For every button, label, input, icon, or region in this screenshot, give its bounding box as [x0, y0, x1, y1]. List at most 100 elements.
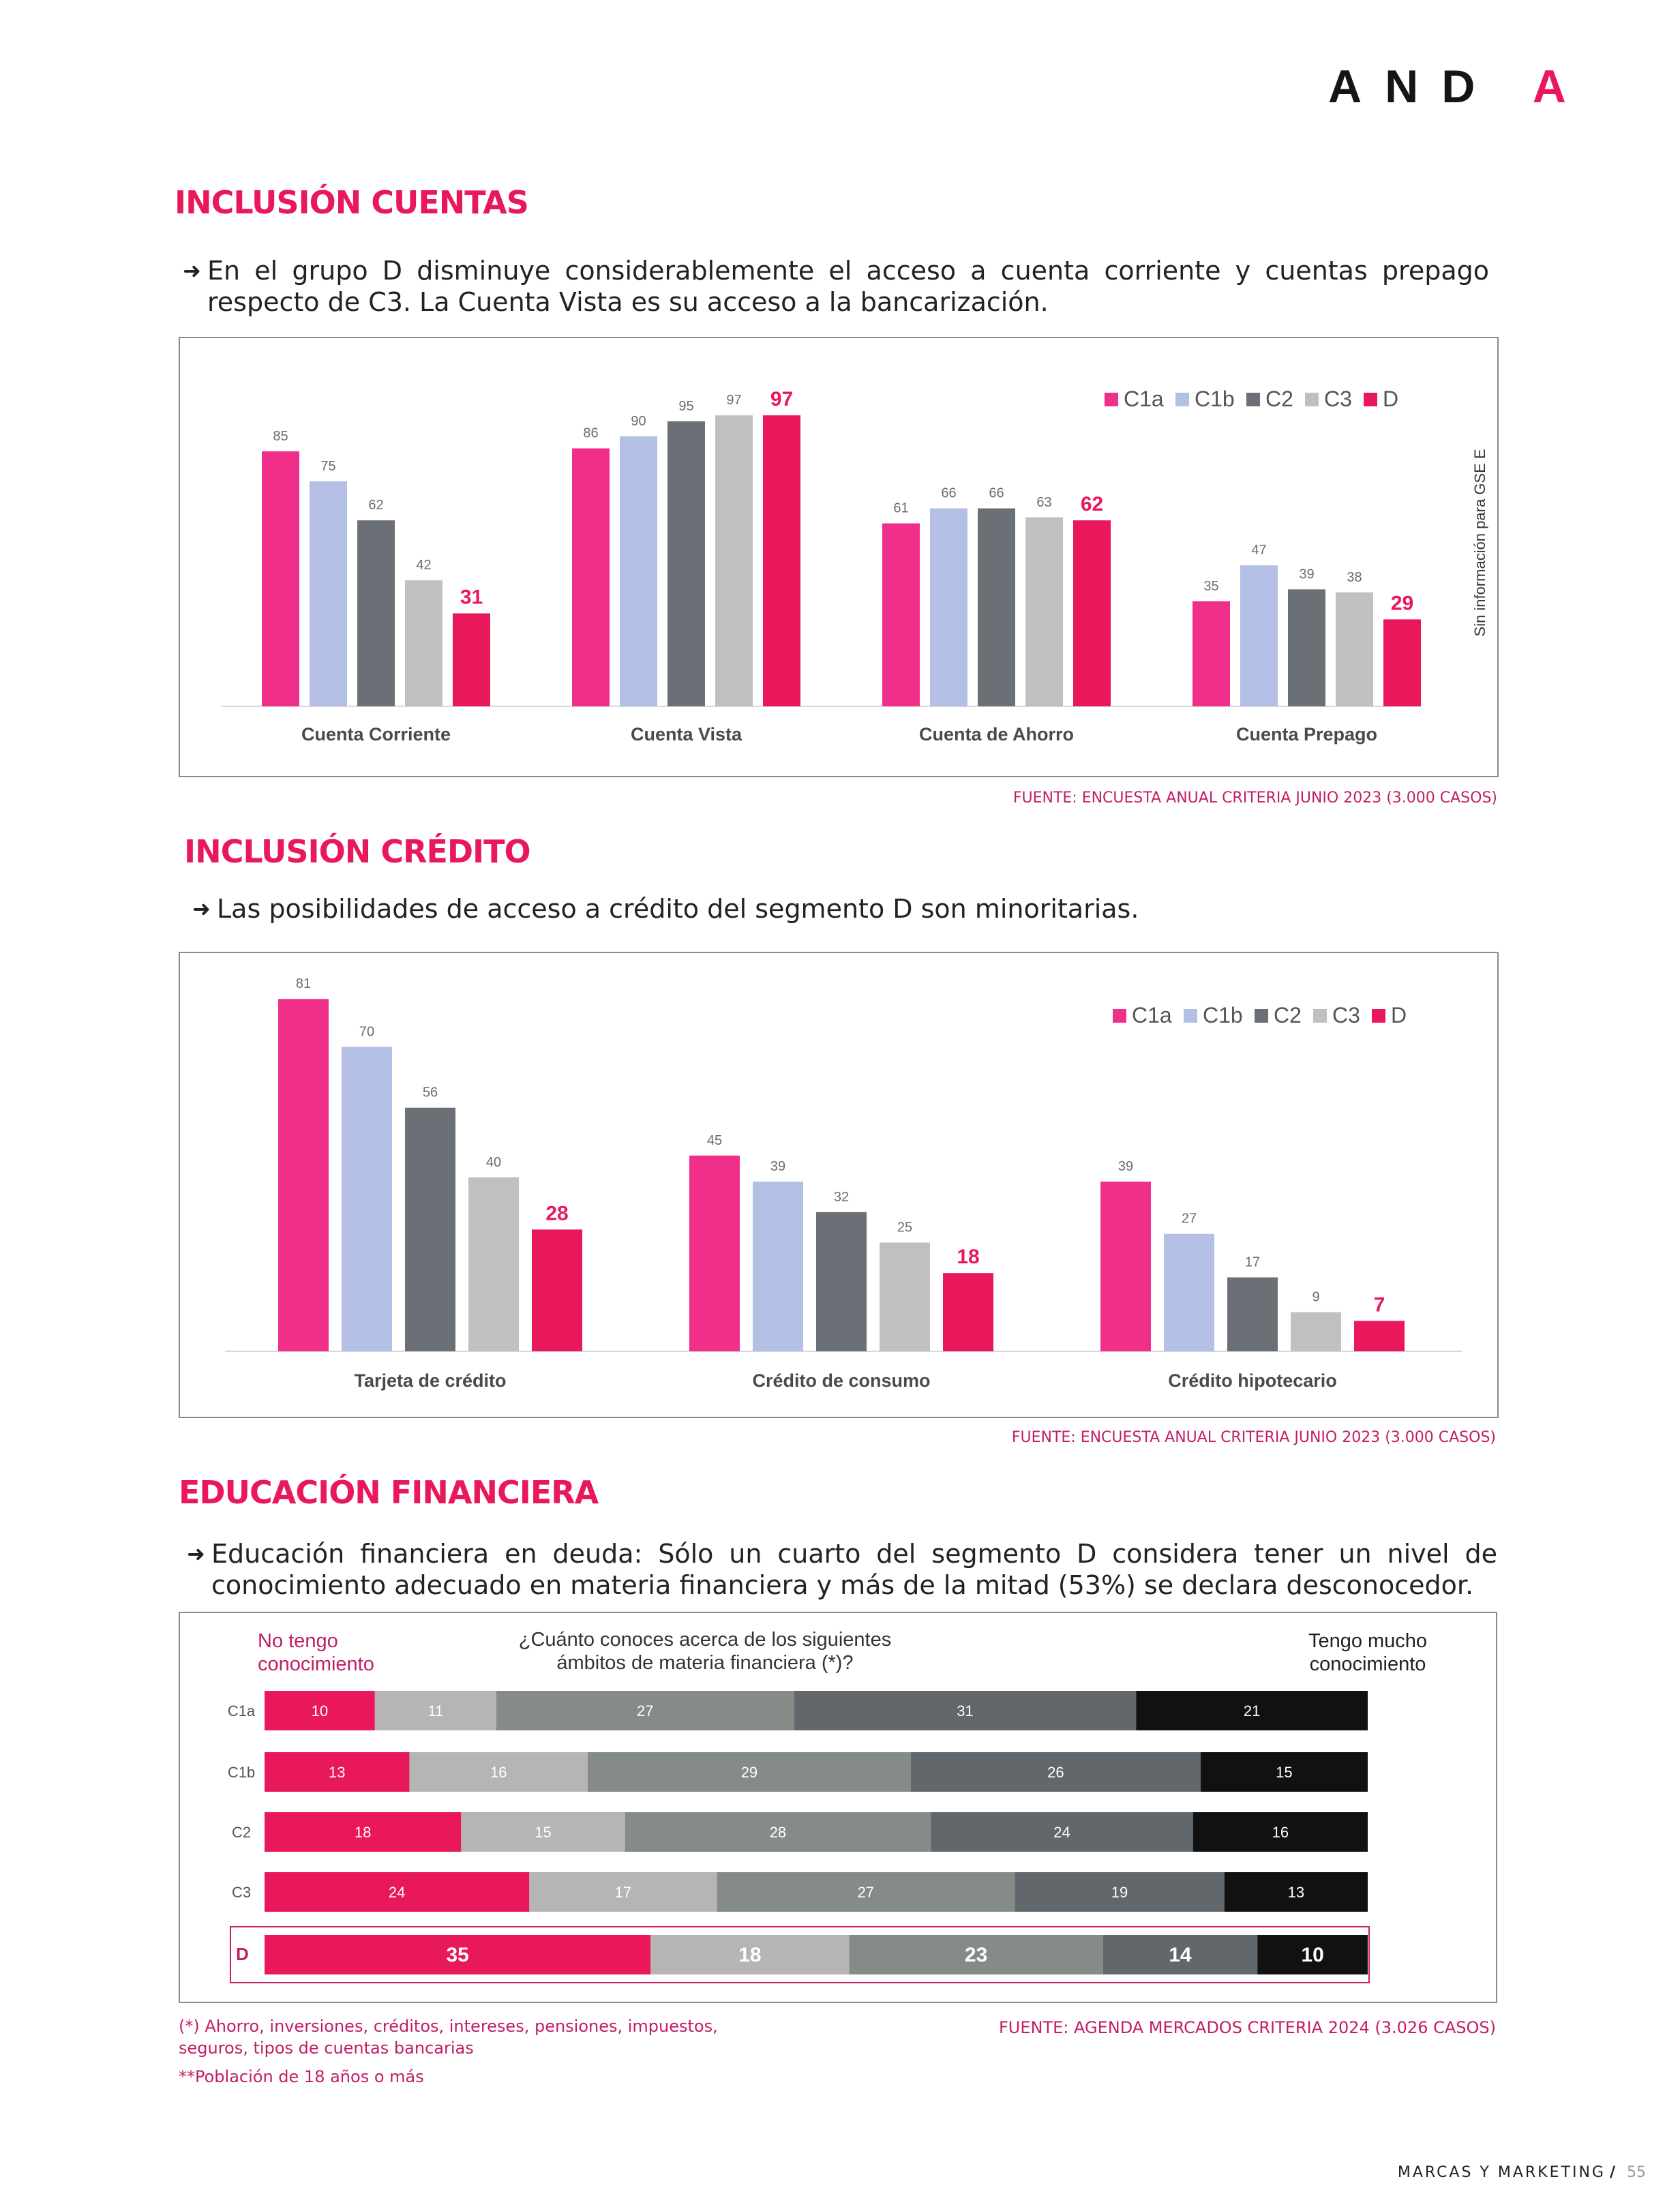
- legend-label-c1b: C1b: [1203, 1003, 1243, 1027]
- data-label: 39: [1299, 567, 1314, 582]
- bullet-educacion: ➜ Educación financiera en deuda: Sólo un…: [187, 1538, 1497, 1601]
- data-label: 86: [583, 426, 598, 441]
- segment-label: 13: [1288, 1884, 1304, 1901]
- segment-label: 27: [858, 1884, 874, 1901]
- legend-label-c1a: C1a: [1124, 387, 1164, 411]
- footnote-1: (*) Ahorro, inversiones, créditos, inter…: [179, 2017, 718, 2058]
- data-label: 97: [726, 393, 741, 408]
- bar-c1a-4: [1192, 601, 1230, 706]
- legend-swatch-c1a: [1113, 1009, 1126, 1023]
- bar-d-1: [532, 1229, 582, 1351]
- bar-c1a-2: [572, 448, 610, 706]
- data-label: 63: [1036, 495, 1051, 510]
- segment-label: 21: [1244, 1702, 1260, 1719]
- logo-accent-letter: A: [1532, 61, 1589, 112]
- bar-c2-2: [668, 421, 705, 706]
- bar-d-2: [943, 1273, 993, 1351]
- legend-label-c3: C3: [1332, 1003, 1360, 1027]
- chart-credito-frame: 81 70 56 40 28 Tarjeta de crédito 45 39 32 25 18 Cr…: [179, 952, 1499, 1418]
- bullet-text: En el grupo D disminuye considerablement…: [207, 256, 1489, 317]
- footnote-2: **Población de 18 años o más: [179, 2067, 424, 2086]
- segment-c3-2: [529, 1872, 717, 1912]
- row-label: C2: [232, 1824, 251, 1841]
- segment-c1b-2: [409, 1752, 588, 1792]
- data-label: 66: [989, 486, 1004, 501]
- segment-c2-4: [931, 1812, 1193, 1852]
- data-label: 70: [359, 1024, 374, 1039]
- bar-d-4: [1383, 619, 1421, 706]
- bar-c3-2: [715, 415, 753, 706]
- bar-c3-3: [1291, 1312, 1341, 1351]
- legend-label-d: D: [1383, 387, 1398, 411]
- logo-text: AND: [1328, 61, 1499, 112]
- bar-c3-1: [405, 580, 442, 706]
- bar-c2-3: [978, 508, 1015, 706]
- page-number: 55: [1627, 2164, 1646, 2181]
- bar-d-2: [763, 415, 800, 706]
- data-label: 39: [1118, 1159, 1133, 1174]
- bar-c2-2: [816, 1212, 867, 1351]
- legend-swatch-d: [1364, 393, 1377, 406]
- legend-label-c2: C2: [1265, 387, 1293, 411]
- row-label: D: [236, 1944, 249, 1964]
- footer-text: MARCAS Y MARKETING: [1397, 2164, 1606, 2181]
- source-educacion: FUENTE: AGENDA MERCADOS CRITERIA 2024 (3…: [998, 2018, 1496, 2037]
- chart-educacion-frame: No tengo conocimiento ¿Cuánto conoces acer…: [179, 1612, 1497, 2003]
- bullet-text: Las posibilidades de acceso a crédito de…: [217, 894, 1139, 924]
- segment-d-4: [1102, 1935, 1258, 1974]
- section-title-educacion: EDUCACIÓN FINANCIERA: [179, 1474, 599, 1511]
- chart-title: ¿Cuánto conoces acerca de los siguientes: [519, 1629, 891, 1651]
- section-title-credito: INCLUSIÓN CRÉDITO: [184, 833, 531, 870]
- chart-cuentas-frame: 85 75 62 42 31 Cuenta Corriente 86 90 95 97 97 Cuen…: [179, 337, 1499, 777]
- data-label: 32: [834, 1190, 849, 1205]
- data-label: 81: [296, 976, 311, 991]
- segment-label: 29: [741, 1764, 758, 1781]
- bar-c1b-1: [342, 1047, 392, 1351]
- segment-c2-1: [265, 1812, 462, 1852]
- bar-c1b-3: [1164, 1233, 1214, 1351]
- segment-d-3: [849, 1935, 1103, 1974]
- legend-label-c3: C3: [1324, 387, 1352, 411]
- segment-label: 26: [1047, 1764, 1064, 1781]
- data-label: 35: [1203, 579, 1218, 594]
- source-cuentas: FUENTE: ENCUESTA ANUAL CRITERIA JUNIO 20…: [1012, 790, 1497, 807]
- anda-logo: AND A: [1328, 60, 1589, 113]
- chart-title: ámbitos de materia financiera (*)?: [556, 1652, 853, 1674]
- segment-c1b-3: [587, 1752, 911, 1792]
- side-note: Sin información para GSE E: [1471, 449, 1488, 636]
- category-label: Cuenta de Ahorro: [919, 724, 1074, 745]
- page-footer: MARCAS Y MARKETING/ 55: [1398, 2164, 1646, 2181]
- data-label: 17: [1245, 1255, 1260, 1270]
- data-label: 9: [1312, 1290, 1319, 1305]
- data-label: 62: [1081, 493, 1103, 515]
- arrow-icon: ➜: [187, 1541, 205, 1567]
- segment-c1a-5: [1136, 1691, 1368, 1730]
- segment-c3-4: [1015, 1872, 1225, 1912]
- data-label: 39: [770, 1159, 785, 1174]
- segment-label: 15: [535, 1824, 551, 1841]
- data-label: 62: [368, 498, 383, 513]
- category-label: Tarjeta de crédito: [354, 1370, 506, 1391]
- category-label: Cuenta Corriente: [301, 724, 451, 745]
- bar-c1a-2: [689, 1155, 740, 1351]
- source-credito: FUENTE: ENCUESTA ANUAL CRITERIA JUNIO 20…: [1011, 1429, 1496, 1446]
- data-label: 40: [486, 1155, 501, 1170]
- legend-swatch-c2: [1246, 393, 1260, 406]
- segment-label: 11: [427, 1702, 443, 1719]
- chart-cuentas: 85 75 62 42 31 Cuenta Corriente 86 90 95 97 97 Cuen…: [221, 387, 1488, 745]
- data-label: 97: [770, 388, 793, 410]
- segment-label: 24: [389, 1884, 405, 1901]
- segment-label: 13: [329, 1764, 345, 1781]
- legend-swatch-d: [1372, 1009, 1385, 1023]
- legend-swatch-c1b: [1184, 1009, 1197, 1023]
- data-label: 38: [1347, 570, 1362, 585]
- data-label: 66: [941, 486, 956, 501]
- right-label: Tengo mucho: [1308, 1630, 1427, 1652]
- data-label: 85: [273, 429, 288, 444]
- segment-label: 16: [490, 1764, 507, 1781]
- segment-label: 18: [355, 1824, 371, 1841]
- bar-c2-1: [405, 1107, 455, 1351]
- bar-c3-3: [1025, 517, 1063, 706]
- arrow-icon: ➜: [183, 258, 201, 284]
- segment-label: 15: [1276, 1764, 1292, 1781]
